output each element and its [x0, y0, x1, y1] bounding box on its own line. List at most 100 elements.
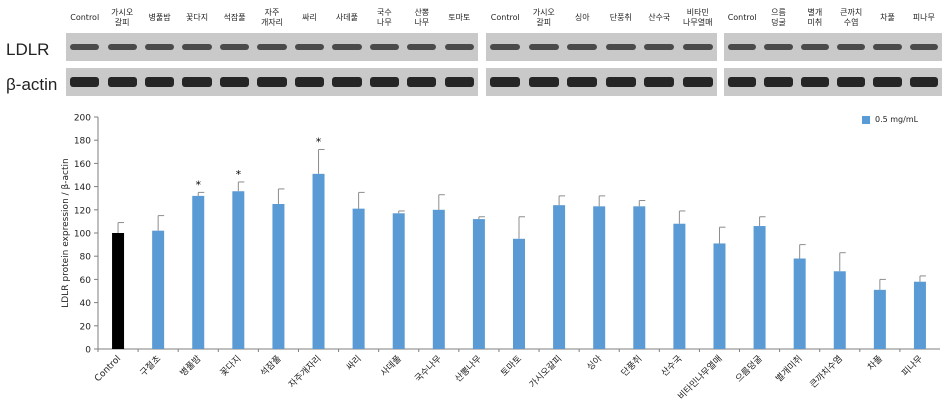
y-tick-label: 100 [74, 230, 91, 240]
ldlr-band [294, 44, 325, 50]
significance-marker: * [195, 178, 201, 191]
bar [673, 223, 686, 349]
ldlr-band [873, 44, 902, 50]
significance-marker: * [236, 168, 242, 181]
ldlr-band [727, 44, 757, 50]
lane-label: 가시오 갈피 [532, 8, 555, 27]
lane-label: 싱아 [574, 13, 590, 22]
x-tick-label: 산뽕나무 [453, 353, 484, 384]
bar [472, 219, 485, 349]
x-tick-label: 산수국 [659, 353, 684, 378]
bar [553, 205, 566, 349]
actin-band [332, 77, 362, 87]
bar [392, 213, 405, 349]
chart-legend: 0.5 mg/mL [862, 115, 918, 124]
actin-band [219, 77, 250, 87]
lane-label: Control [490, 13, 520, 22]
y-tick-label: 20 [80, 322, 92, 332]
actin-band [107, 77, 137, 87]
y-axis-label: LDLR protein expression / β-actin [61, 158, 71, 307]
bar [753, 226, 766, 349]
lane-label: 별개 미취 [807, 8, 823, 27]
x-tick-label: 사데풀 [378, 353, 403, 378]
x-tick-label: 큰까치수염 [807, 353, 845, 391]
x-tick-label: 가시오갈피 [527, 353, 564, 390]
actin-band [528, 77, 559, 87]
bar [152, 230, 165, 349]
ldlr-band [107, 44, 137, 50]
bar [593, 206, 606, 349]
x-tick-label: 으름덩굴 [733, 353, 764, 384]
x-tick-label: 구절초 [137, 353, 163, 379]
bar [112, 233, 125, 349]
x-tick-label: 차풀 [865, 353, 885, 373]
lane-label: 자주 개자리 [260, 8, 284, 27]
lane-label: 싸리 [302, 13, 317, 22]
x-tick-label: 자주개자리 [287, 353, 324, 390]
x-tick-label: 국수나무 [413, 353, 444, 384]
actin-band [800, 77, 829, 87]
y-tick-label: 200 [74, 114, 91, 124]
lane-label: 토마토 [448, 13, 471, 22]
legend-label: 0.5 mg/mL [875, 115, 919, 124]
bar [432, 209, 445, 349]
lane-label: 사데풀 [335, 13, 358, 22]
bar-chart: 0 20 40 60 80 100 120 140 160 180 200 LDLR protein … [61, 114, 940, 402]
lane-label: 차풀 [880, 13, 895, 22]
x-tick-label: 병풀밤 [178, 353, 203, 378]
actin-band [444, 77, 474, 87]
y-tick-label: 60 [80, 276, 92, 286]
x-tick-label: 꽃다지 [218, 353, 243, 378]
actin-band [909, 77, 938, 87]
ldlr-band [70, 44, 100, 50]
bar [352, 208, 365, 349]
lane-label: 비타민 나무열매 [683, 8, 713, 27]
bar [913, 281, 926, 349]
y-tick-label: 0 [85, 346, 91, 356]
bar [633, 206, 646, 349]
actin-band [407, 77, 437, 87]
x-tick-label: 피나무 [900, 353, 925, 378]
x-tick-label: 별개미취 [774, 353, 805, 384]
western-blot-figure: LDLR β-actin Control 가시오 갈피 병풀밤 꽃다지 석잠풀 자주 개자리 싸… [0, 0, 950, 104]
lane-label: Control [70, 13, 100, 22]
ldlr-band [182, 44, 212, 50]
x-tick-label: 싸리 [344, 353, 363, 372]
actin-band [294, 77, 325, 87]
ldlr-band [764, 44, 793, 50]
lane-label: Control [727, 13, 757, 22]
actin-band [764, 77, 793, 87]
actin-band [836, 77, 866, 87]
actin-band [644, 77, 675, 87]
ldlr-band [444, 44, 474, 50]
ldlr-band [605, 44, 636, 50]
x-tick-label: 석잠풀 [258, 353, 283, 378]
ldlr-band [369, 44, 399, 50]
bar [793, 258, 806, 349]
bar [833, 271, 846, 349]
ldlr-blot-panel [724, 33, 942, 61]
ldlr-band [219, 44, 250, 50]
bar [232, 191, 245, 349]
lane-label: 피나무 [912, 13, 935, 22]
actin-band [605, 77, 636, 87]
bar [192, 195, 205, 349]
ldlr-band [145, 44, 175, 50]
y-tick-label: 80 [80, 253, 92, 263]
actin-band [70, 77, 100, 87]
lane-label: 석잠풀 [223, 13, 246, 22]
actin-blot-panel [486, 68, 717, 96]
y-tick-label: 160 [74, 160, 91, 170]
lane-label: 으름 덩굴 [771, 8, 786, 27]
ldlr-band [332, 44, 362, 50]
bar [312, 173, 325, 349]
actin-blot-panel [724, 68, 942, 96]
actin-band [567, 77, 598, 87]
ldlr-band [836, 44, 866, 50]
actin-band [682, 77, 713, 87]
ldlr-band [407, 44, 437, 50]
ldlr-band [567, 44, 598, 50]
beta-actin-row-label: β-actin [6, 75, 58, 94]
ldlr-band [682, 44, 713, 50]
actin-band [182, 77, 212, 87]
